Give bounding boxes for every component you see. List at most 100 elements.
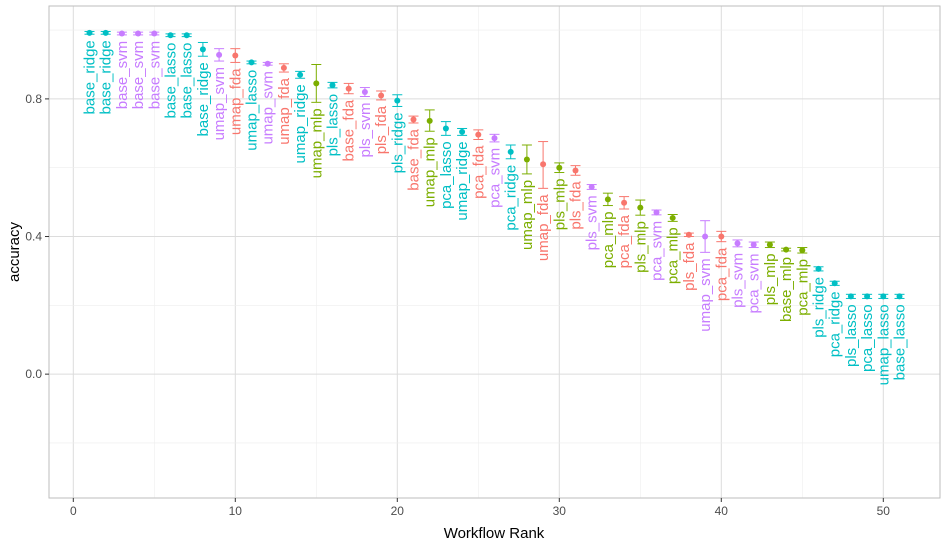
x-tick-label: 0	[70, 504, 77, 518]
point-label: umap_svm	[211, 67, 228, 140]
workflow-point	[700, 220, 711, 253]
point-label: base_lasso	[163, 43, 180, 119]
y-axis-title: accuracy	[6, 221, 23, 282]
workflow-point	[635, 199, 646, 216]
workflow-point	[278, 63, 289, 73]
data-point	[280, 64, 287, 71]
workflow-point	[521, 144, 532, 175]
point-label: umap_fda	[227, 68, 244, 135]
workflow-point	[343, 82, 354, 95]
workflow-point	[538, 141, 549, 189]
point-label: pls_mlp	[551, 179, 568, 231]
workflow-point	[246, 59, 257, 66]
workflow-point	[683, 231, 694, 238]
data-point	[815, 265, 822, 272]
data-point	[313, 80, 320, 87]
point-label: umap_ridge	[454, 141, 471, 220]
point-label: base_ridge	[98, 40, 115, 114]
point-label: pca_svm	[649, 221, 666, 281]
x-tick-label: 40	[715, 504, 729, 518]
workflow-point	[197, 41, 208, 57]
point-label: pca_mlp	[794, 259, 811, 316]
data-point	[361, 89, 368, 96]
point-label: pca_ridge	[503, 165, 520, 231]
data-point	[426, 117, 433, 124]
point-label: pls_fda	[681, 242, 698, 291]
workflow-labels: base_ridge base_ridge base_svm base_svm base…	[82, 40, 909, 385]
data-point	[750, 241, 757, 248]
workflow-point	[116, 30, 127, 37]
data-point	[523, 156, 530, 163]
data-point	[572, 167, 579, 174]
point-label: base_lasso	[892, 304, 909, 380]
point-label: umap_lasso	[875, 304, 892, 385]
axes: 0 10 20 30 40 50 0.0 0.4 0.8	[25, 92, 890, 518]
workflow-point	[505, 144, 516, 160]
workflow-point	[781, 246, 792, 253]
point-label: umap_mlp	[422, 137, 439, 207]
workflow-point	[797, 247, 808, 254]
x-tick-label: 30	[553, 504, 567, 518]
workflow-point	[376, 90, 387, 101]
data-point	[896, 293, 903, 300]
point-label: base_fda	[406, 128, 423, 190]
workflow-point	[181, 32, 192, 39]
data-point	[491, 135, 498, 142]
workflow-point	[149, 30, 160, 37]
data-point	[183, 32, 190, 39]
point-label: pca_fda	[616, 214, 633, 268]
workflow-point	[489, 133, 500, 143]
data-point	[556, 164, 563, 171]
point-label: umap_mlp	[308, 108, 325, 178]
point-label: pls_svm	[584, 195, 601, 250]
point-label: pca_ridge	[827, 291, 844, 357]
data-point	[297, 71, 304, 78]
data-point	[248, 59, 255, 66]
point-label: pca_svm	[746, 254, 763, 314]
workflow-point	[748, 241, 759, 249]
point-label: base_fda	[341, 99, 358, 161]
point-label: base_svm	[114, 41, 131, 109]
y-tick-label: 0.8	[25, 92, 42, 106]
workflow-point	[408, 115, 419, 124]
workflow-point	[878, 293, 889, 300]
point-label: umap_fda	[276, 77, 293, 144]
point-label: pca_svm	[487, 148, 504, 208]
y-tick-label: 0.4	[25, 230, 42, 244]
workflow-point	[570, 165, 581, 176]
point-label: pca_mlp	[665, 227, 682, 284]
point-label: base_ridge	[195, 62, 212, 136]
point-label: base_mlp	[778, 257, 795, 322]
data-point	[167, 32, 174, 39]
point-label: pls_mlp	[762, 254, 779, 306]
point-label: base_lasso	[179, 43, 196, 119]
point-label: pca_lasso	[859, 304, 876, 372]
point-label: umap_fda	[535, 194, 552, 261]
data-point	[718, 233, 725, 240]
workflow-point	[813, 265, 824, 272]
workflow-point	[457, 127, 468, 136]
point-label: pls_ridge	[811, 277, 828, 338]
data-point	[442, 125, 449, 132]
workflow-point	[732, 239, 743, 248]
point-label: pls_ridge	[389, 112, 406, 173]
point-label: umap_mlp	[519, 180, 536, 250]
data-point	[734, 240, 741, 247]
data-point	[410, 116, 417, 123]
workflow-point	[619, 196, 630, 210]
data-point	[118, 30, 125, 37]
point-label: pca_mlp	[600, 212, 617, 269]
data-point	[507, 148, 514, 155]
workflow-point	[359, 87, 370, 97]
workflow-point	[295, 70, 306, 79]
x-axis-title: Workflow Rank	[444, 525, 545, 542]
point-label: pls_svm	[357, 102, 374, 157]
workflow-point	[84, 29, 95, 36]
data-point	[604, 196, 611, 203]
data-point	[378, 92, 385, 99]
workflow-point	[667, 213, 678, 222]
y-tick-label: 0.0	[25, 367, 42, 381]
data-point	[669, 214, 676, 221]
